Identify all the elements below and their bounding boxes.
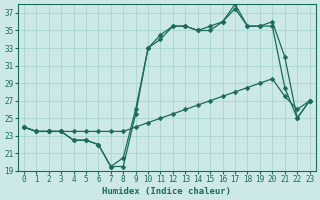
X-axis label: Humidex (Indice chaleur): Humidex (Indice chaleur) xyxy=(102,187,231,196)
